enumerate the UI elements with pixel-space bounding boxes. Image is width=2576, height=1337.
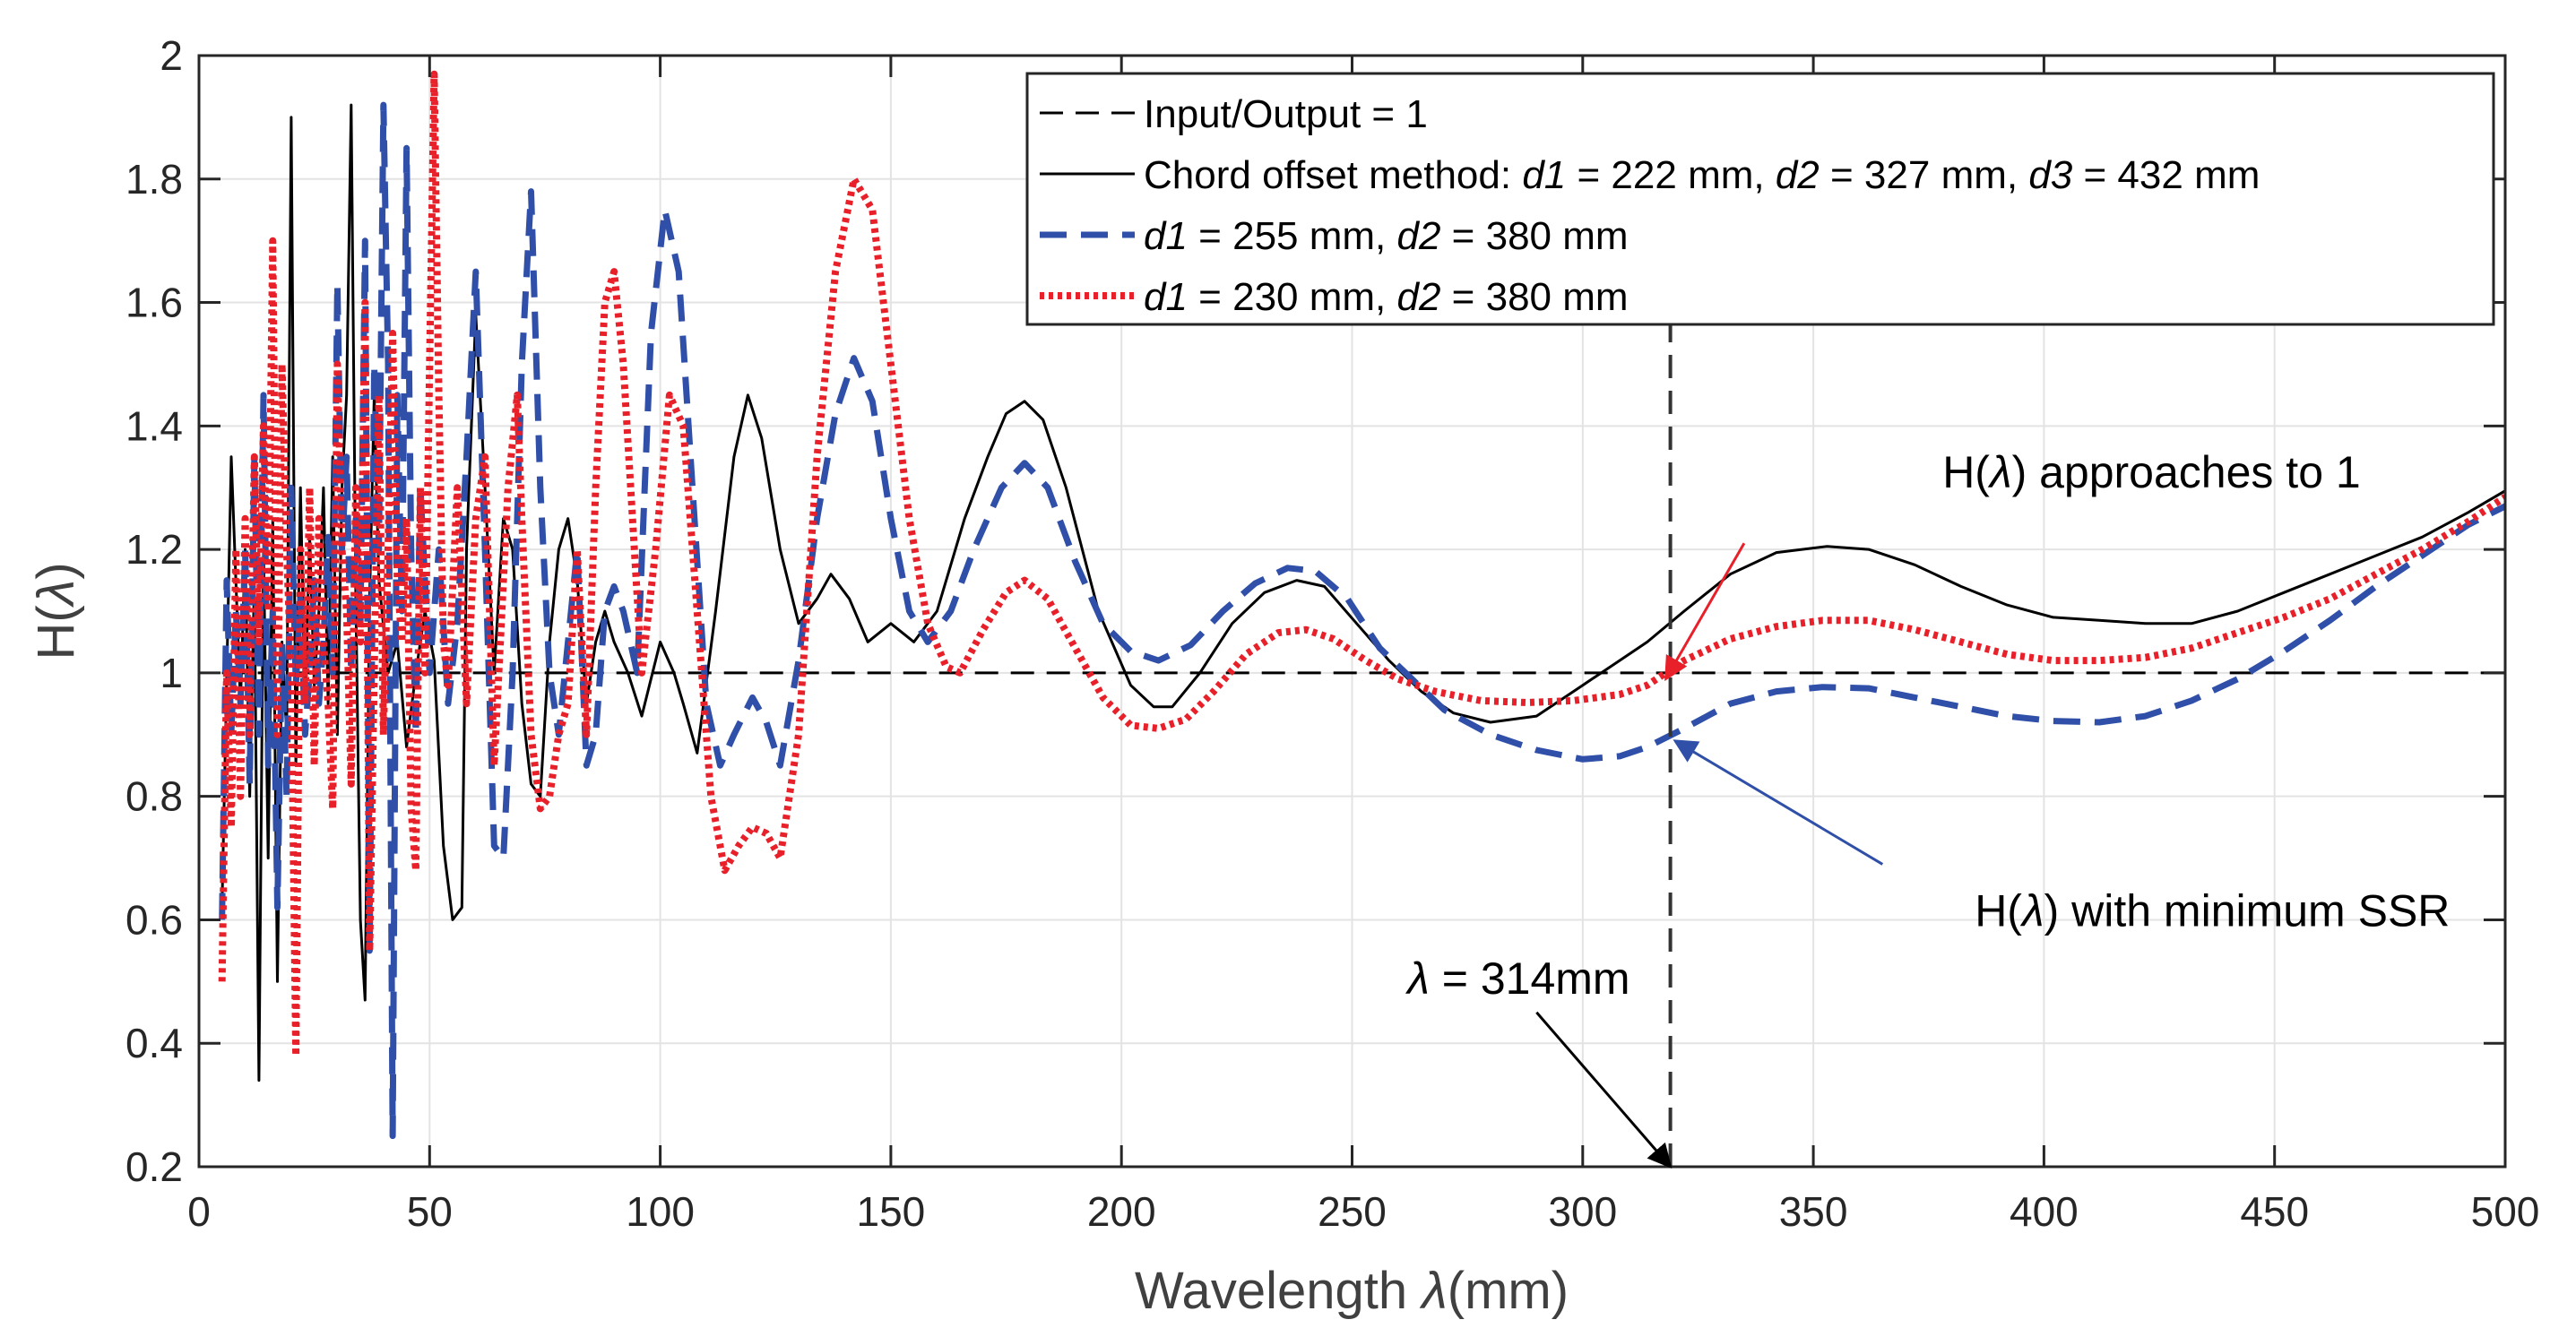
annotation-arrow-approach bbox=[1664, 542, 1746, 682]
ticks: 0 50 100 150 200 250 300 350 400 450 500 0.2 0.4 0.6 0… bbox=[125, 32, 2539, 1235]
y-tick-label: 1.6 bbox=[125, 280, 183, 326]
x-tick-label: 250 bbox=[1318, 1188, 1387, 1235]
x-tick-label: 150 bbox=[857, 1188, 926, 1235]
y-tick-label: 0.4 bbox=[125, 1020, 183, 1066]
x-tick-label: 400 bbox=[2010, 1188, 2079, 1235]
annotations: H(λ) approaches to 1 H(λ) with minimum SS… bbox=[1405, 447, 2450, 1169]
series-group bbox=[218, 70, 2505, 1167]
legend-label-chord: Chord offset method: d1 = 222 mm, d2 = 3… bbox=[1144, 153, 2260, 197]
annotation-arrow-lambda bbox=[1535, 1011, 1673, 1169]
x-tick-label: 450 bbox=[2240, 1188, 2309, 1235]
legend: Input/Output = 1 Chord offset method: d1 … bbox=[1025, 72, 2495, 326]
annotation-approach: H(λ) approaches to 1 bbox=[1942, 447, 2361, 497]
x-tick-label: 500 bbox=[2471, 1188, 2540, 1235]
y-tick-label: 1 bbox=[160, 650, 183, 696]
annotation-arrow-minssr bbox=[1673, 739, 1884, 866]
series-line-chord bbox=[220, 103, 2505, 1083]
series-line-red bbox=[218, 70, 2505, 1059]
y-tick-label: 0.8 bbox=[125, 773, 183, 820]
series-line-blue bbox=[219, 101, 2505, 1140]
y-axis-title: H(λ) bbox=[27, 562, 85, 660]
x-tick-label: 300 bbox=[1548, 1188, 1617, 1235]
legend-label-ref: Input/Output = 1 bbox=[1144, 92, 1428, 136]
y-tick-label: 1.2 bbox=[125, 526, 183, 573]
x-tick-label: 350 bbox=[1779, 1188, 1848, 1235]
y-tick-label: 2 bbox=[160, 32, 183, 79]
y-tick-label: 0.6 bbox=[125, 896, 183, 943]
x-tick-label: 50 bbox=[407, 1188, 453, 1235]
y-tick-label: 1.8 bbox=[125, 156, 183, 203]
x-tick-label: 0 bbox=[187, 1188, 211, 1235]
y-tick-label: 1.4 bbox=[125, 402, 183, 449]
annotation-minssr: H(λ) with minimum SSR bbox=[1975, 885, 2450, 936]
legend-label-red: d1 = 230 mm, d2 = 380 mm bbox=[1144, 275, 1629, 319]
x-tick-label: 100 bbox=[626, 1188, 695, 1235]
x-tick-label: 200 bbox=[1087, 1188, 1156, 1235]
annotation-lambda: λ = 314mm bbox=[1405, 953, 1629, 1004]
legend-label-blue: d1 = 255 mm, d2 = 380 mm bbox=[1144, 214, 1629, 258]
x-axis-title: Wavelength λ(mm) bbox=[1135, 1262, 1569, 1320]
y-tick-label: 0.2 bbox=[125, 1143, 183, 1190]
legend-box bbox=[1025, 72, 2495, 326]
